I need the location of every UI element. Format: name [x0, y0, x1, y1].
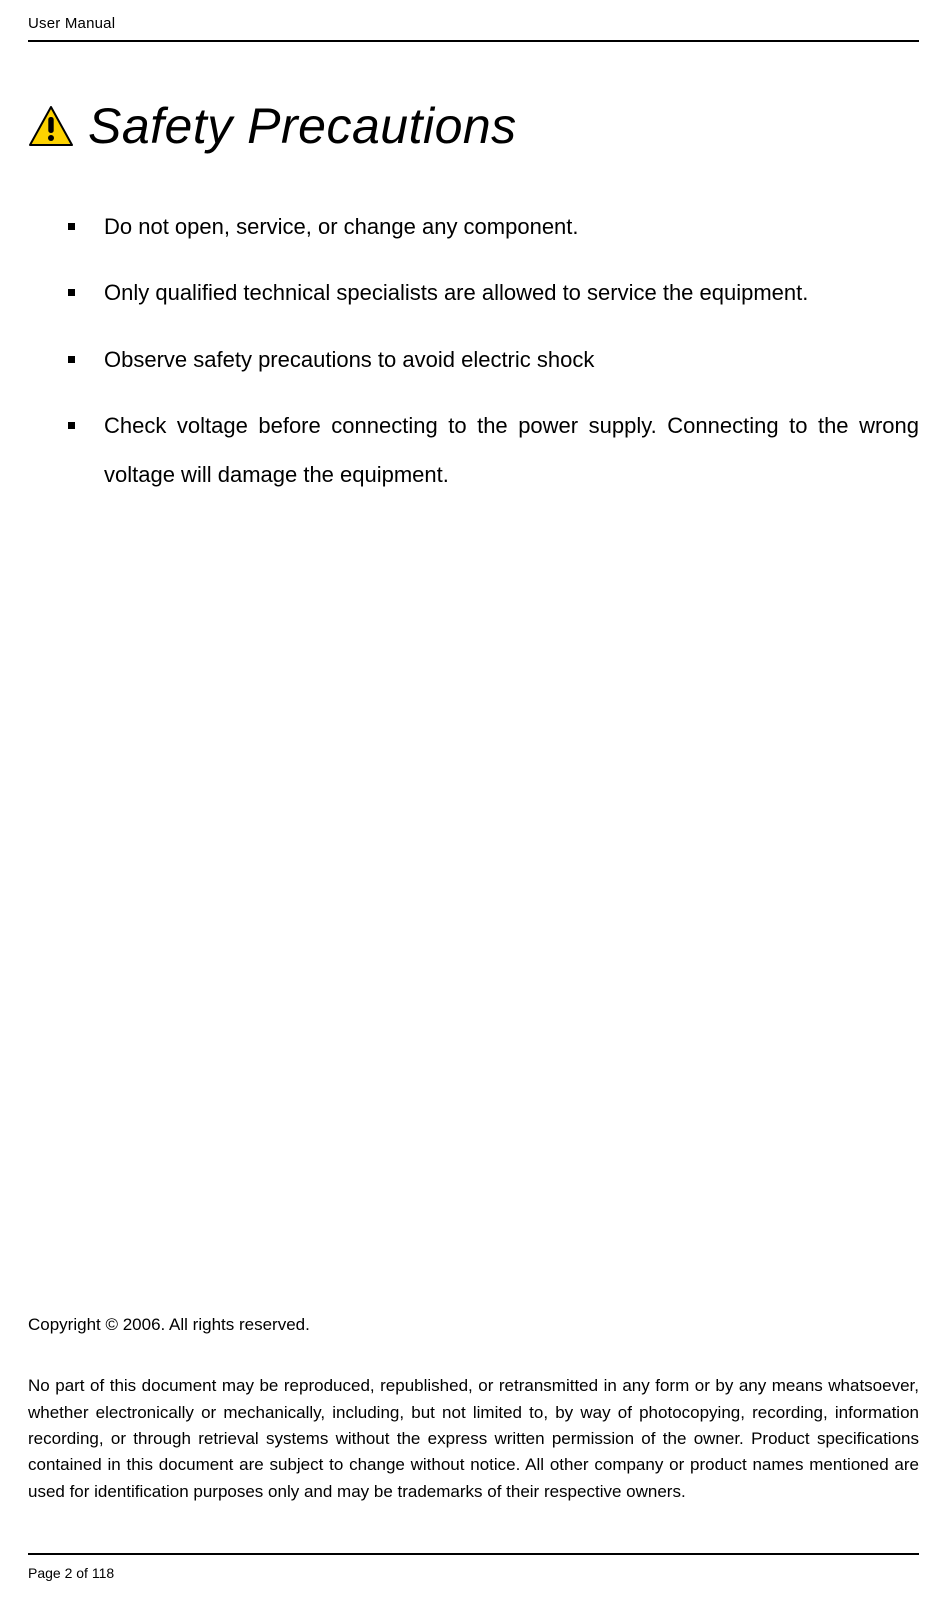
footer-block: Copyright © 2006. All rights reserved. N…: [28, 1315, 919, 1581]
page-header: User Manual: [28, 15, 919, 42]
page-number: Page 2 of 118: [28, 1565, 114, 1581]
list-item: Only qualified technical specialists are…: [68, 269, 919, 317]
document-page: User Manual Safety Precautions Do not op…: [0, 0, 947, 1601]
list-item: Do not open, service, or change any comp…: [68, 203, 919, 251]
list-item: Check voltage before connecting to the p…: [68, 402, 919, 499]
page-content: Safety Precautions Do not open, service,…: [28, 42, 919, 1315]
warning-icon: [28, 105, 74, 147]
copyright-text: Copyright © 2006. All rights reserved.: [28, 1315, 919, 1335]
title-row: Safety Precautions: [28, 97, 919, 155]
legal-text: No part of this document may be reproduc…: [28, 1373, 919, 1505]
header-title: User Manual: [28, 15, 115, 32]
list-item: Observe safety precautions to avoid elec…: [68, 336, 919, 384]
page-title: Safety Precautions: [88, 97, 517, 155]
page-number-footer: Page 2 of 118: [28, 1553, 919, 1581]
precautions-list: Do not open, service, or change any comp…: [28, 203, 919, 499]
